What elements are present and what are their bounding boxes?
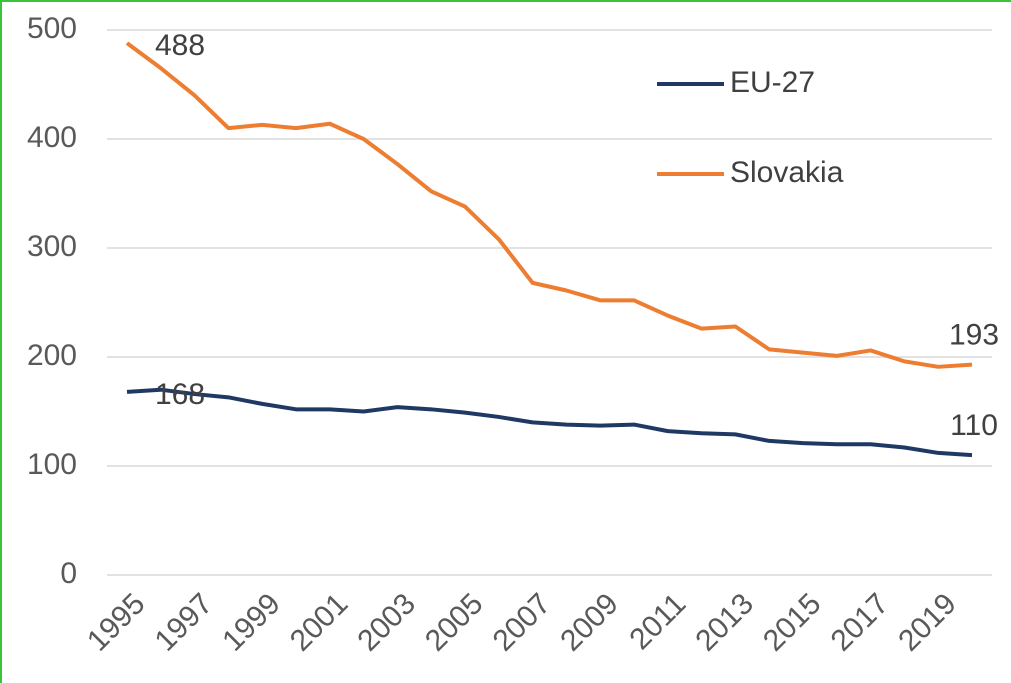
x-tick-label: 1999 [216,587,287,658]
x-tick-label: 2009 [554,587,625,658]
x-tick-label: 2019 [892,587,963,658]
x-tick-label: 2007 [487,587,558,658]
y-tick-label: 0 [60,557,77,590]
x-tick-label: 2015 [757,587,828,658]
series-line [126,387,973,458]
x-tick-label: 2005 [419,587,490,658]
x-tick-label: 2013 [689,587,760,658]
x-tick-label: 1997 [149,587,220,658]
data-label: 110 [950,409,998,442]
x-tick-label: 2017 [825,587,896,658]
legend-label: Slovakia [730,156,844,189]
y-tick-label: 100 [27,448,77,481]
x-tick-label: 2001 [284,587,355,658]
x-tick-label: 2003 [351,587,422,658]
data-label: 168 [155,378,205,411]
x-tick-label: 2011 [623,587,692,656]
y-tick-label: 400 [27,121,77,154]
series-line [125,41,973,369]
data-label: 488 [155,29,205,62]
data-label: 193 [949,319,999,352]
legend-label: EU-27 [730,66,815,99]
y-tick-label: 200 [27,339,77,372]
x-tick-label: 1995 [81,587,152,658]
y-tick-label: 300 [27,230,77,263]
y-tick-label: 500 [27,12,77,45]
